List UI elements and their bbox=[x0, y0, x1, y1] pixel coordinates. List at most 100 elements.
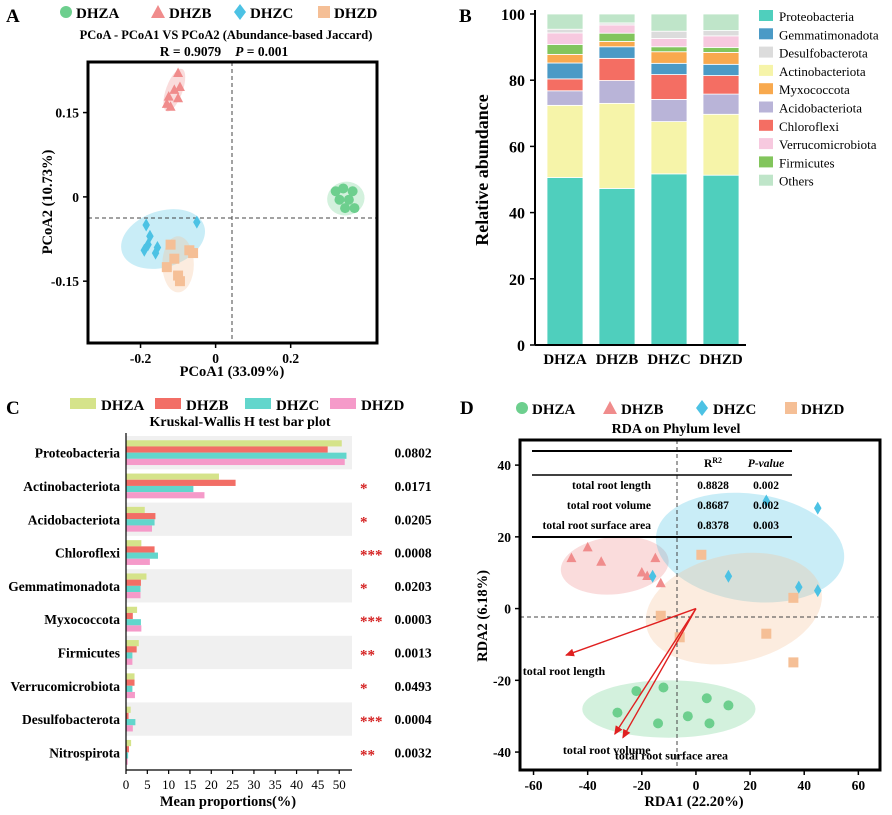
row-label: Firmicutes bbox=[58, 645, 120, 660]
bar-dhzc bbox=[126, 585, 141, 593]
point-dhzc bbox=[140, 243, 149, 257]
bar-dhzd bbox=[126, 525, 153, 532]
x-tick-label: DHZA bbox=[543, 352, 587, 368]
point-dhzb bbox=[636, 566, 647, 577]
point-dhza bbox=[612, 707, 623, 718]
bar-dhza bbox=[126, 473, 219, 480]
panel-c-xticks: 0 5 10 15 20 25 30 35 40 45 50 bbox=[123, 770, 346, 792]
table-row-3-r2: 0.8378 bbox=[697, 520, 729, 532]
panel-d-yticks: 40 20 0 -20 -40 bbox=[493, 458, 520, 760]
bar-dhzd bbox=[126, 492, 205, 499]
bar-segment-chloroflexi bbox=[598, 57, 636, 81]
x-tick-label: 15 bbox=[183, 777, 196, 792]
significance-stars: * bbox=[360, 581, 368, 597]
x-tick-label: -0.2 bbox=[130, 351, 152, 366]
point-dhza bbox=[349, 203, 360, 214]
bar-dhza bbox=[126, 506, 145, 514]
legend-label-dhza: DHZA bbox=[101, 398, 145, 414]
panel-a-frame bbox=[86, 60, 379, 345]
legend-label-dhzd: DHZD bbox=[801, 402, 845, 418]
x-tick-label: 5 bbox=[144, 777, 151, 792]
x-tick-label: 0.2 bbox=[282, 351, 299, 366]
legend-marker-dhzb bbox=[603, 401, 617, 414]
y-tick-label: 60 bbox=[509, 139, 525, 156]
legend-label-dhza: DHZA bbox=[532, 402, 576, 418]
panel-b-label: B bbox=[459, 6, 472, 27]
bar-segment-myxococcota bbox=[650, 51, 688, 64]
point-dhza bbox=[723, 700, 734, 711]
bar-segment-actinobacteriota bbox=[702, 113, 740, 176]
panel-c-label: C bbox=[6, 398, 20, 419]
bar-dhzb bbox=[126, 579, 141, 586]
bar-dhzc bbox=[126, 752, 129, 759]
legend-label-actinobacteriota: Actinobacteriota bbox=[779, 64, 866, 79]
point-dhza bbox=[701, 693, 712, 704]
panel-d-points bbox=[566, 494, 822, 729]
ellipse-dhzc bbox=[121, 209, 206, 269]
y-tick-label: 20 bbox=[509, 272, 525, 289]
panel-d-arrows: total root length total root volumetotal … bbox=[523, 607, 728, 763]
panel-c-bands bbox=[126, 436, 352, 736]
arrow-label: total root length bbox=[523, 664, 606, 678]
panel-d-xticks: -60 -40 -20 0 20 40 60 bbox=[525, 770, 866, 793]
legend-marker-dhzc bbox=[696, 400, 708, 416]
point-dhzb bbox=[169, 84, 180, 94]
panel-d-ylabel: RDA2 (6.18%) bbox=[475, 570, 491, 662]
bar-segment-chloroflexi bbox=[546, 78, 584, 92]
significance-stars: *** bbox=[360, 548, 383, 564]
point-dhzb bbox=[173, 92, 184, 103]
y-tick-label: 0 bbox=[517, 338, 525, 355]
x-tick-label: 0 bbox=[123, 777, 130, 792]
bar-segment-desulfobacterota bbox=[650, 30, 688, 39]
legend-marker-dhzd bbox=[318, 6, 330, 18]
bar-segment-gemmatimonadota bbox=[650, 62, 688, 75]
row-label: Chloroflexi bbox=[55, 546, 120, 561]
point-dhzd bbox=[188, 248, 199, 259]
bar-segment-acidobacteriota bbox=[546, 90, 584, 106]
bar-dhzd bbox=[126, 758, 128, 765]
bar-segment-chloroflexi bbox=[650, 74, 688, 100]
point-dhzd bbox=[165, 239, 176, 250]
panel-b-ylabel: Relative abundance bbox=[472, 94, 492, 246]
x-tick-label: 60 bbox=[852, 778, 866, 793]
bar-segment-acidobacteriota bbox=[650, 98, 688, 122]
legend-label-acidobacteriota: Acidobacteriota bbox=[779, 101, 862, 116]
point-dhza bbox=[682, 711, 693, 722]
p-value: 0.0013 bbox=[394, 645, 431, 660]
bar-segment-acidobacteriota bbox=[702, 93, 740, 115]
bar-segment-others bbox=[546, 13, 584, 30]
bar-segment-firmicutes bbox=[650, 46, 688, 53]
point-dhzb bbox=[174, 81, 185, 92]
legend-swatch-verrucomicrobiota bbox=[759, 138, 773, 150]
x-tick-label: 35 bbox=[269, 777, 282, 792]
y-tick-label: 40 bbox=[509, 206, 525, 223]
significance-stars: *** bbox=[360, 614, 383, 630]
panel-b-xlabels: DHZA DHZB DHZC DHZD bbox=[543, 352, 743, 368]
legend-swatch-dhza bbox=[70, 398, 96, 409]
point-dhzc bbox=[795, 580, 803, 594]
bar-segment-firmicutes bbox=[702, 47, 740, 53]
bar-segment-acidobacteriota bbox=[598, 80, 636, 104]
row-label: Acidobacteriota bbox=[28, 512, 120, 527]
x-tick-label: 0 bbox=[212, 351, 219, 366]
point-dhza bbox=[653, 718, 664, 729]
point-dhzb bbox=[582, 541, 593, 552]
bar-dhzb bbox=[126, 646, 137, 653]
bar-segment-firmicutes bbox=[546, 44, 584, 55]
arrow-vector bbox=[614, 608, 697, 735]
arrow-label: total root volume bbox=[563, 743, 651, 757]
stat-p-label: P bbox=[235, 44, 244, 59]
bar-segment-myxococcota bbox=[546, 53, 584, 64]
bar-segment-gemmatimonadota bbox=[598, 46, 636, 59]
x-tick-label: 50 bbox=[333, 777, 346, 792]
point-dhzd bbox=[174, 276, 185, 287]
panel-a-xticks: -0.2 0 0.2 bbox=[130, 343, 299, 366]
row-label: Myxococcota bbox=[44, 612, 120, 627]
point-dhzb bbox=[161, 98, 172, 108]
bar-segment-proteobacteria bbox=[598, 188, 636, 346]
legend-swatch-firmicutes bbox=[759, 156, 773, 168]
y-tick-label: -0.15 bbox=[51, 274, 79, 289]
bar-segment-firmicutes bbox=[598, 32, 636, 42]
legend-swatch-myxococcota bbox=[759, 83, 773, 95]
legend-marker-dhzb bbox=[151, 5, 165, 18]
